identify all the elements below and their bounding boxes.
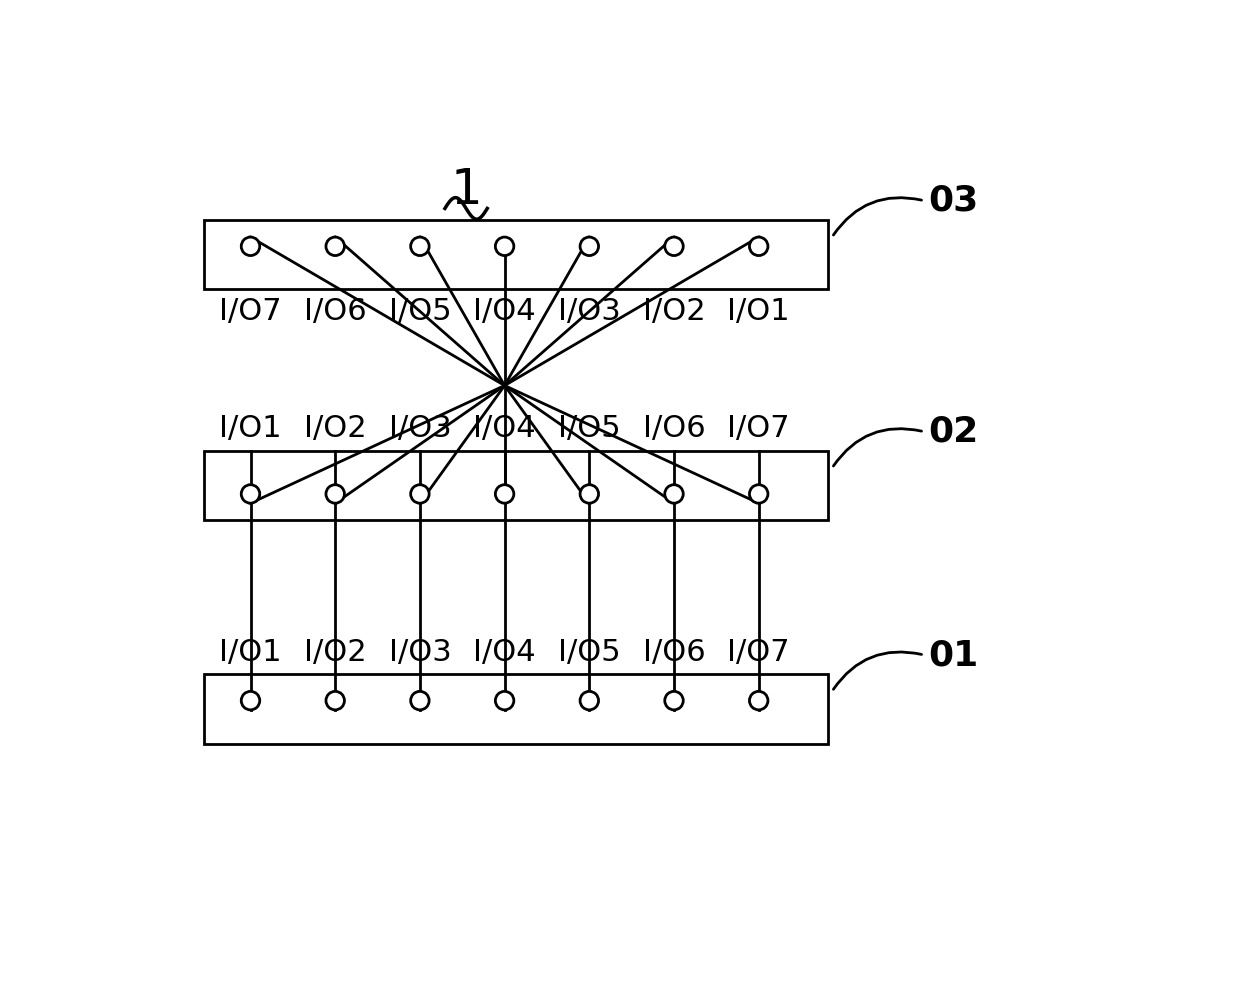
Circle shape [580,237,599,256]
Circle shape [242,237,259,256]
Text: I/O1: I/O1 [219,415,281,444]
Circle shape [580,691,599,710]
Text: I/O6: I/O6 [304,297,367,326]
Circle shape [495,485,513,503]
Circle shape [326,237,345,256]
Circle shape [242,485,259,503]
Text: I/O5: I/O5 [388,297,451,326]
Circle shape [326,485,345,503]
Text: 02: 02 [928,415,978,449]
Circle shape [242,691,259,710]
Text: I/O4: I/O4 [474,297,536,326]
Bar [205,451,828,520]
Circle shape [665,691,683,710]
Circle shape [410,691,429,710]
Text: I/O2: I/O2 [304,637,367,666]
Text: I/O5: I/O5 [558,637,620,666]
Text: I/O1: I/O1 [728,297,790,326]
Circle shape [495,691,513,710]
Text: I/O3: I/O3 [388,415,451,444]
Circle shape [665,485,683,503]
Bar [205,674,828,743]
Text: I/O1: I/O1 [219,637,281,666]
Text: I/O6: I/O6 [642,415,706,444]
Text: I/O4: I/O4 [474,637,536,666]
Text: I/O7: I/O7 [219,297,281,326]
Text: I/O3: I/O3 [388,637,451,666]
Circle shape [580,485,599,503]
Circle shape [410,237,429,256]
Circle shape [749,485,768,503]
Text: I/O5: I/O5 [558,415,620,444]
Circle shape [326,691,345,710]
Text: I/O6: I/O6 [642,637,706,666]
Circle shape [410,485,429,503]
Circle shape [749,691,768,710]
Text: I/O2: I/O2 [642,297,706,326]
Circle shape [495,237,513,256]
Text: I/O3: I/O3 [558,297,621,326]
Text: I/O2: I/O2 [304,415,367,444]
Text: 03: 03 [928,184,978,218]
Text: I/O7: I/O7 [728,637,790,666]
Text: 01: 01 [928,638,978,672]
Circle shape [665,237,683,256]
Text: 1: 1 [450,166,482,214]
Bar [205,220,828,290]
Text: I/O7: I/O7 [728,415,790,444]
Text: I/O4: I/O4 [474,415,536,444]
Circle shape [749,237,768,256]
